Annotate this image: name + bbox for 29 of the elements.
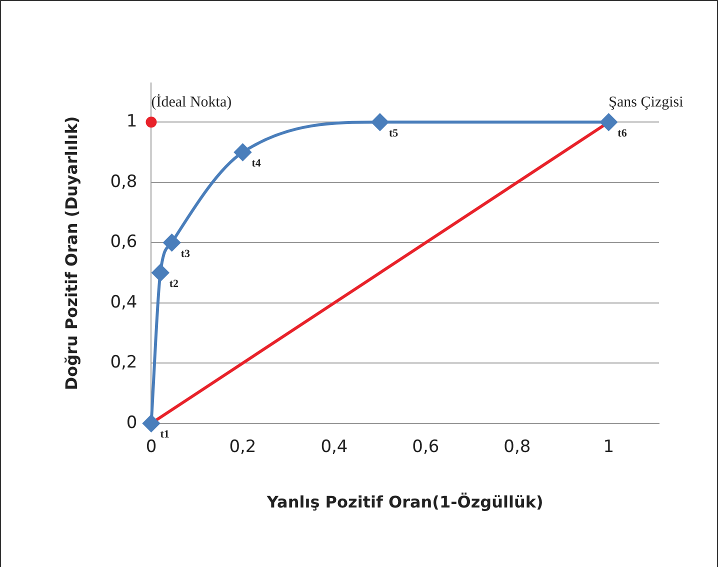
data-label: t6 (618, 128, 628, 140)
point (142, 414, 160, 432)
y-tick-label: 0,4 (110, 292, 138, 312)
data-label: t4 (252, 158, 262, 170)
x-tick-label: 0,4 (320, 437, 348, 458)
data-label: t1 (160, 428, 170, 441)
data-label: t3 (180, 248, 190, 260)
point (152, 264, 169, 282)
annotation: (İdeal Nokta) (151, 94, 232, 111)
data-label: t2 (169, 278, 180, 290)
data-label: t5 (388, 128, 399, 140)
x-tick-label: 0,8 (504, 437, 531, 458)
point (146, 116, 157, 128)
y-tick-label: 0,6 (110, 232, 138, 252)
x-axis-title: Yanlış Pozitif Oran(1-Özgüllük) (266, 492, 544, 512)
x-tick-label: 0 (146, 437, 157, 458)
y-tick-label: 0 (126, 412, 138, 433)
y-tick-label: 1 (126, 112, 138, 132)
y-tick-label: 0,8 (110, 172, 138, 192)
y-tick-label: 0,2 (110, 352, 138, 373)
point (600, 114, 618, 131)
point (163, 234, 180, 252)
x-tick-label: 0,2 (229, 437, 256, 458)
y-axis-title: Doğru Pozitif Oran (Duyarlılık) (62, 116, 81, 390)
point (371, 114, 388, 131)
x-tick-label: 0,6 (412, 437, 440, 458)
point (234, 144, 252, 161)
annotation: Şans Çizgisi (608, 94, 684, 111)
x-tick-label: 1 (603, 437, 614, 458)
